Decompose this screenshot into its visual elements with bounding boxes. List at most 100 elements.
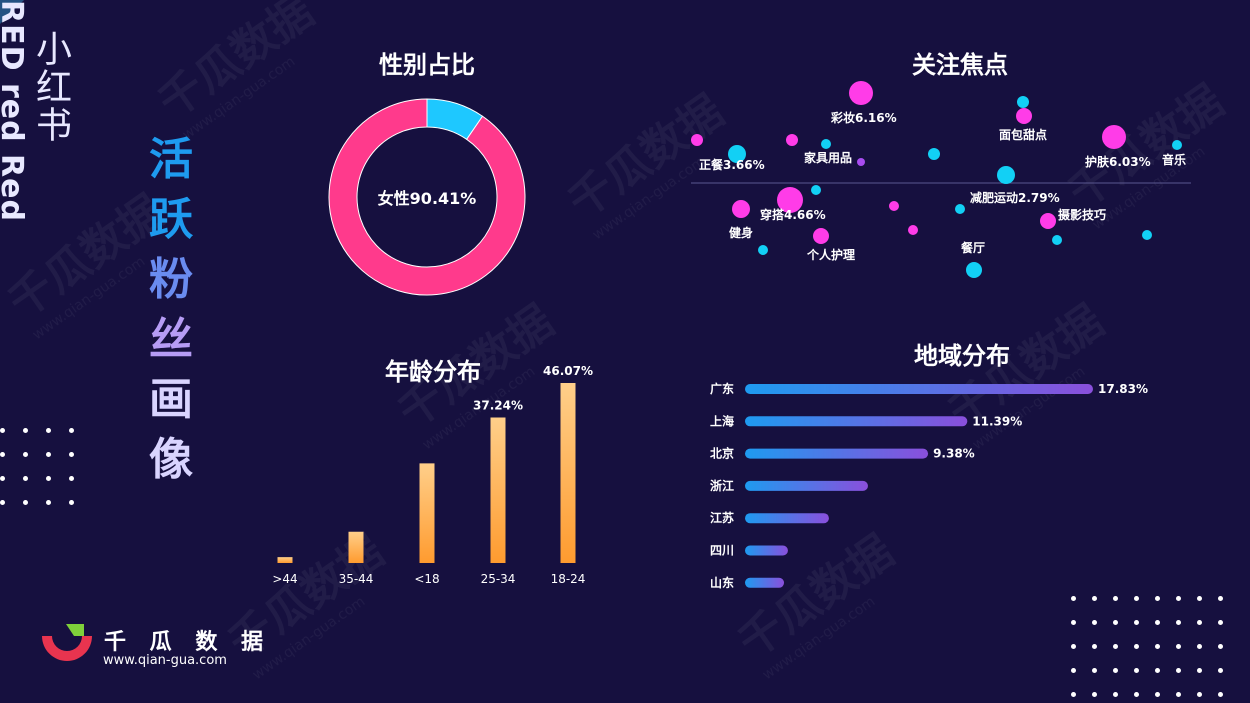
grid-dot [1155,692,1160,697]
interest-bubble [1102,125,1126,149]
grid-dot [1092,692,1097,697]
grid-dot [1113,644,1118,649]
grid-dot [1218,596,1223,601]
region-tick-label: 广东 [710,381,734,396]
grid-dot [1071,620,1076,625]
dot-grid-right [1071,596,1223,697]
grid-dot [1092,620,1097,625]
region-data-label: 9.38% [933,447,975,461]
grid-dot [0,428,5,433]
page-title-char: 像 [149,434,193,485]
age-bar-chart: >44 35-44 <18 25-34 37.24% 18-24 46.07% [272,364,593,586]
interest-bubble [786,134,798,146]
interest-bubble [1052,235,1062,245]
grid-dot [1134,620,1139,625]
region-tick-label: 江苏 [710,510,734,525]
page-title-char: 画 [149,374,193,425]
grid-dot [46,452,51,457]
interest-bubble [1142,230,1152,240]
logo-url: www.qian-gua.com [103,653,227,668]
region-bar [745,577,785,588]
grid-dot [1134,692,1139,697]
interest-bubble [813,228,829,244]
grid-dot [0,500,5,505]
corner-accent [0,0,24,24]
grid-dot [46,476,51,481]
region-tick-label: 北京 [710,446,734,461]
interests-title: 关注焦点 [912,51,1008,79]
age-bar [348,531,364,563]
region-data-label: 17.83% [1098,382,1148,396]
brand-chinese: 小红书 [30,30,71,144]
grid-dot [0,452,5,457]
interest-bubble [908,225,918,235]
age-data-label: 37.24% [473,398,523,412]
interest-bubble [728,145,746,163]
age-tick-label: <18 [414,572,439,586]
page-title-char: 跃 [149,194,193,245]
grid-dot [1218,668,1223,673]
grid-dot [1092,644,1097,649]
gender-slice-female [328,98,526,296]
grid-dot [23,452,28,457]
interest-bubble [857,158,865,166]
age-bar [560,383,576,563]
interest-label: 彩妆6.16% [830,110,897,125]
grid-dot [1197,596,1202,601]
interest-label: 个人护理 [806,247,855,262]
grid-dot [1134,596,1139,601]
grid-dot [1113,620,1118,625]
grid-dot [46,500,51,505]
region-tick-label: 上海 [710,413,734,428]
interest-bubble [849,81,873,105]
interest-bubble [732,200,750,218]
grid-dot [1155,644,1160,649]
grid-dot [1218,620,1223,625]
grid-dot [1071,692,1076,697]
interest-bubble [928,148,940,160]
grid-dot [1092,596,1097,601]
region-tick-label: 山东 [710,575,734,590]
interest-bubble [821,139,831,149]
grid-dot [1176,620,1181,625]
interest-bubble [955,204,965,214]
grid-dot [1113,692,1118,697]
interest-bubble [966,262,982,278]
interest-label: 面包甜点 [999,127,1047,142]
region-bar [745,513,829,524]
interest-label: 餐厅 [961,240,985,255]
logo-name: 千 瓜 数 据 [104,630,271,655]
interest-label: 减肥运动2.79% [970,190,1060,205]
age-bar [490,417,506,563]
interest-label: 健身 [729,225,753,240]
grid-dot [1197,620,1202,625]
grid-dot [1113,668,1118,673]
grid-dot [1071,644,1076,649]
age-bar [419,463,435,563]
interest-bubble [997,166,1015,184]
gender-center-label: 女性90.41% [378,189,477,208]
grid-dot [1176,692,1181,697]
interest-label: 音乐 [1162,152,1186,167]
interest-bubble [1017,96,1029,108]
page-title-char: 丝 [149,314,193,365]
grid-dot [1197,644,1202,649]
age-tick-label: 25-34 [481,572,516,586]
brand-english: RED red Red [0,0,29,222]
grid-dot [1071,668,1076,673]
grid-dot [1092,668,1097,673]
age-data-label: 46.07% [543,364,593,378]
dot-grid-left [0,428,74,505]
watermark: 千瓜数据 www.qian-gua.com [149,0,323,144]
page-title: 活 跃 粉 丝 画 像 [145,130,197,490]
grid-dot [0,476,5,481]
interest-bubble [1016,108,1032,124]
region-title: 地域分布 [914,342,1010,370]
gender-title: 性别占比 [379,51,475,79]
grid-dot [46,428,51,433]
interest-bubble [691,134,703,146]
age-tick-label: 18-24 [551,572,586,586]
age-tick-label: >44 [272,572,297,586]
